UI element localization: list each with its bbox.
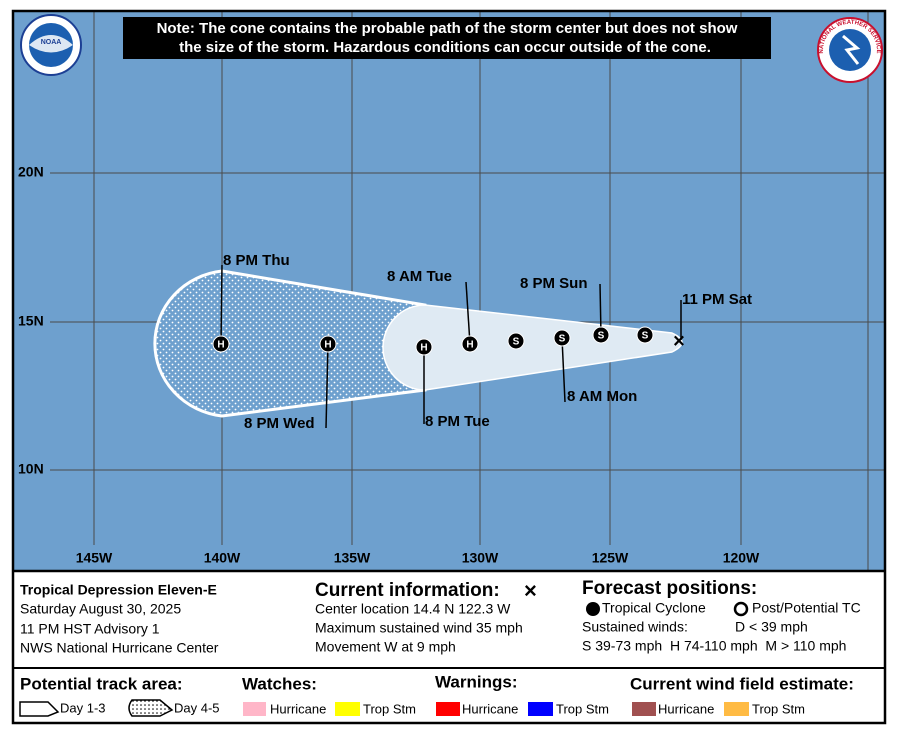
time-label: 8 PM Wed bbox=[244, 415, 315, 432]
lon-label: 140W bbox=[204, 550, 241, 566]
legend-title: Potential track area: bbox=[20, 674, 183, 693]
storm-name: Tropical Depression Eleven-E bbox=[20, 582, 217, 598]
legend-title: Watches: bbox=[242, 674, 317, 693]
legend-label: Hurricane bbox=[462, 701, 518, 716]
day45-icon bbox=[128, 699, 174, 717]
logo-text: NOAA bbox=[41, 39, 62, 46]
ocean bbox=[13, 11, 885, 571]
tc-symbol bbox=[586, 602, 600, 616]
storm-date: Saturday August 30, 2025 bbox=[20, 601, 181, 617]
cone-day-1-3 bbox=[382, 304, 683, 391]
marker-symbol: S bbox=[513, 337, 520, 348]
lon-label: 125W bbox=[592, 550, 629, 566]
stem bbox=[561, 337, 566, 403]
noaa-logo: NOAA bbox=[20, 14, 82, 76]
current-line: Center location 14.4 N 122.3 W bbox=[315, 601, 511, 617]
marker bbox=[553, 329, 571, 347]
forecast-d: D < 39 mph bbox=[735, 619, 808, 635]
frame bbox=[11, 9, 887, 725]
forecast-ptc: Post/Potential TC bbox=[752, 600, 861, 616]
marker-symbol: H bbox=[420, 343, 427, 354]
legend-label: Hurricane bbox=[658, 701, 714, 716]
lon-label: 135W bbox=[334, 550, 371, 566]
time-label: 8 AM Tue bbox=[387, 268, 452, 285]
marker-symbol: S bbox=[559, 334, 566, 345]
current-line: Movement W at 9 mph bbox=[315, 639, 456, 655]
forecast-tc: Tropical Cyclone bbox=[602, 600, 706, 616]
marker-symbol: S bbox=[642, 331, 649, 342]
legend-label: Day 1-3 bbox=[60, 700, 106, 715]
legend-label: Trop Stm bbox=[363, 701, 416, 716]
stem bbox=[220, 264, 223, 345]
day13-icon bbox=[19, 701, 60, 717]
nws-logo: NATIONAL WEATHER SERVICE bbox=[817, 17, 883, 83]
issuer: NWS National Hurricane Center bbox=[20, 640, 219, 656]
note-box bbox=[123, 17, 771, 59]
legend-label: Hurricane bbox=[270, 701, 326, 716]
lat-label: 20N bbox=[18, 164, 44, 180]
marker-symbol: H bbox=[324, 340, 331, 351]
stem bbox=[325, 343, 329, 429]
swatch bbox=[528, 702, 553, 716]
time-label: 11 PM Sat bbox=[682, 291, 752, 308]
current-position: × bbox=[673, 330, 685, 352]
swatch bbox=[724, 702, 749, 716]
marker bbox=[212, 335, 230, 353]
swatch bbox=[335, 702, 360, 716]
forecast-scale: S 39-73 mph H 74-110 mph M > 110 mph bbox=[582, 638, 846, 654]
swatch bbox=[243, 702, 266, 716]
marker bbox=[415, 338, 433, 356]
time-label: 8 PM Tue bbox=[425, 413, 490, 430]
marker-symbol: H bbox=[466, 340, 473, 351]
marker-symbol: S bbox=[598, 331, 605, 342]
marker-symbol: H bbox=[217, 340, 224, 351]
lon-label: 145W bbox=[76, 550, 113, 566]
legend-label: Trop Stm bbox=[556, 701, 609, 716]
ptc-symbol bbox=[733, 601, 749, 617]
forecast-title: Forecast positions: bbox=[582, 578, 757, 599]
marker bbox=[592, 326, 610, 344]
current-title: Current information: bbox=[315, 580, 500, 601]
marker bbox=[636, 326, 654, 344]
marker bbox=[507, 332, 525, 350]
marker bbox=[319, 335, 337, 353]
lon-label: 120W bbox=[723, 550, 760, 566]
legend-label: Day 4-5 bbox=[174, 700, 220, 715]
info-panel bbox=[13, 571, 885, 723]
note: the size of the storm. Hazardous conditi… bbox=[179, 39, 711, 56]
lat-label: 15N bbox=[18, 313, 44, 329]
cone-day-4-5 bbox=[153, 269, 427, 418]
legend-title: Current wind field estimate: bbox=[630, 674, 854, 693]
stem bbox=[599, 283, 602, 336]
time-label: 8 AM Mon bbox=[567, 388, 637, 405]
swatch bbox=[436, 702, 460, 716]
marker bbox=[461, 335, 479, 353]
legend-label: Trop Stm bbox=[752, 701, 805, 716]
current-line: Maximum sustained wind 35 mph bbox=[315, 620, 523, 636]
time-label: 8 PM Thu bbox=[223, 252, 290, 269]
current-symbol: × bbox=[524, 578, 537, 603]
lon-label: 130W bbox=[462, 550, 499, 566]
lat-label: 10N bbox=[18, 461, 44, 477]
forecast-winds: Sustained winds: bbox=[582, 619, 688, 635]
stem bbox=[465, 281, 471, 345]
markers: S S S S H H H H bbox=[212, 326, 654, 356]
note: Note: The cone contains the probable pat… bbox=[157, 20, 738, 37]
swatch bbox=[632, 702, 656, 716]
time-label: 8 PM Sun bbox=[520, 275, 588, 292]
advisory: 11 PM HST Advisory 1 bbox=[20, 621, 160, 637]
legend-title: Warnings: bbox=[435, 672, 517, 691]
